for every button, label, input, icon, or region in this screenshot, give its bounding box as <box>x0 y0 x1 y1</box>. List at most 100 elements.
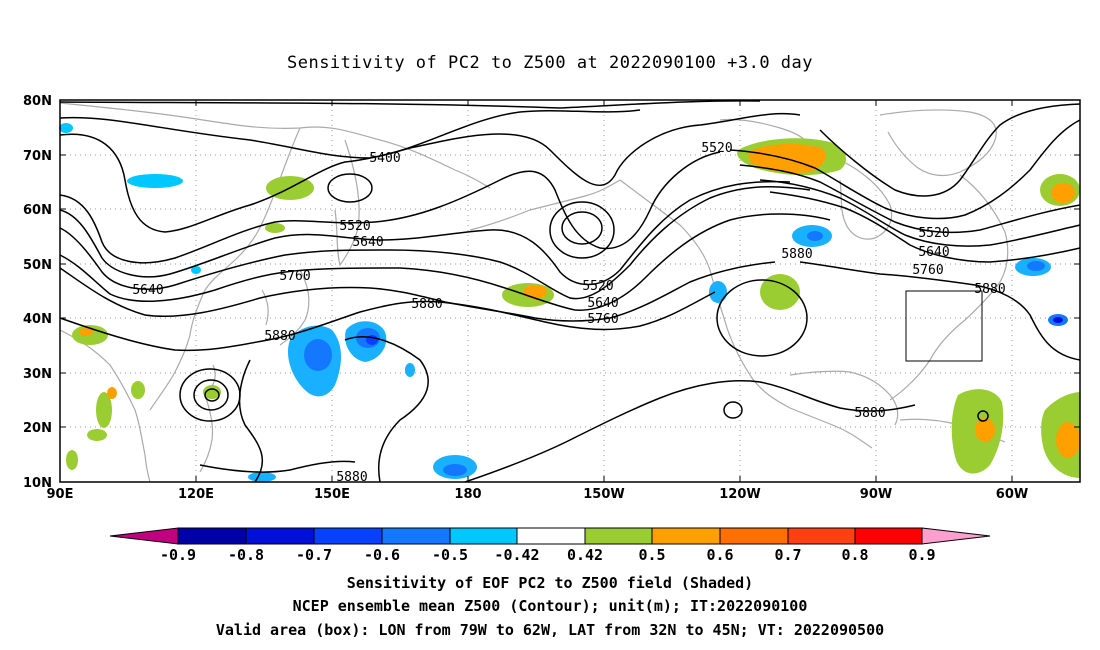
colorbar-max-arrow <box>921 527 991 545</box>
contour-label: 5760 <box>279 269 310 284</box>
shade-positive <box>523 285 547 299</box>
lon-label: 120E <box>178 487 214 502</box>
contour-label: 5640 <box>132 283 163 298</box>
caption-contour: NCEP ensemble mean Z500 (Contour); unit(… <box>293 597 808 615</box>
contour-label: 5880 <box>411 297 442 312</box>
coast-philippines <box>199 394 214 473</box>
lon-label: 60W <box>996 487 1028 502</box>
contour-label: 5520 <box>701 141 732 156</box>
contour-label: 5760 <box>587 312 618 327</box>
colorbar-swatch <box>584 527 653 545</box>
contour-label: 5880 <box>854 406 885 421</box>
colorbar-label: 0.6 <box>706 546 733 564</box>
shade-positive <box>760 274 800 310</box>
valid-area-box <box>905 290 983 362</box>
colorbar-label: 0.9 <box>908 546 935 564</box>
map-frame <box>59 99 1081 483</box>
shade-negative <box>1053 317 1063 323</box>
caption-shading: Sensitivity of EOF PC2 to Z500 field (Sh… <box>347 574 753 592</box>
contour-line <box>769 191 1081 263</box>
contour-closed-low <box>549 201 615 259</box>
contour-label: 5640 <box>918 245 949 260</box>
shade-negative <box>405 363 415 377</box>
colorbar-swatch <box>449 527 518 545</box>
lon-label: 150E <box>314 487 350 502</box>
colorbar-label: -0.5 <box>432 546 468 564</box>
colorbar-swatch <box>245 527 315 545</box>
shade-positive <box>79 328 93 336</box>
lon-label: 90E <box>47 487 74 502</box>
shade-negative <box>1027 261 1045 271</box>
coast-korea <box>261 289 269 326</box>
shade-positive <box>1051 183 1075 203</box>
contour-label: 5520 <box>918 226 949 241</box>
colorbar-swatch <box>787 527 856 545</box>
contour-label: 5520 <box>582 279 613 294</box>
colorbar-label: -0.7 <box>296 546 332 564</box>
contour-closed-high <box>723 401 743 419</box>
contour-closed-high <box>204 388 220 402</box>
caption-valid-area: Valid area (box): LON from 79W to 62W, L… <box>216 621 884 639</box>
contour-line <box>59 151 721 264</box>
sensitivity-shading <box>59 123 1080 482</box>
shade-negative <box>807 231 823 241</box>
lon-label: 180 <box>454 487 481 502</box>
lat-label: 40N <box>23 312 52 327</box>
shade-negative <box>127 174 183 188</box>
contour-label-group: 5400 5520 5640 5640 5760 5880 5880 5520 … <box>132 141 1005 485</box>
figure-title: Sensitivity of PC2 to Z500 at 2022090100… <box>287 53 813 73</box>
colorbar-label: 0.5 <box>638 546 665 564</box>
lat-label: 80N <box>23 94 52 109</box>
shade-negative <box>191 266 201 274</box>
contour-label: 5760 <box>912 263 943 278</box>
z500-contours <box>59 100 1081 483</box>
shade-negative <box>304 339 332 371</box>
shade-negative <box>709 281 727 303</box>
contour-line <box>819 103 1081 197</box>
shade-positive <box>265 223 285 233</box>
coast-greenland <box>879 109 997 177</box>
lon-label: 90W <box>860 487 892 502</box>
contour-line <box>59 185 811 300</box>
caption-block: Sensitivity of EOF PC2 to Z500 field (Sh… <box>216 574 884 639</box>
contour-closed-high <box>193 379 229 411</box>
coast-north-america-east <box>889 174 1009 401</box>
coast-gulf-of-mexico <box>789 370 899 426</box>
lon-label: 150W <box>583 487 624 502</box>
contour-line <box>729 119 1081 220</box>
contour-label: 5520 <box>339 219 370 234</box>
shade-negative <box>59 123 73 133</box>
coast-southeast-asia <box>59 329 151 483</box>
longitude-labels: 90E 120E 150E 180 150W 120W 90W 60W <box>47 487 1029 502</box>
shade-positive <box>107 387 117 399</box>
shade-positive <box>203 385 221 399</box>
colorbar-swatch <box>854 527 923 545</box>
contour-line <box>464 380 916 483</box>
colorbar-label: 0.7 <box>774 546 801 564</box>
lat-label: 10N <box>23 476 52 491</box>
colorbar-label: -0.6 <box>364 546 400 564</box>
contour-closed-low <box>327 173 373 203</box>
shade-positive <box>131 381 145 399</box>
contour-line <box>59 213 831 311</box>
lat-label: 20N <box>23 421 52 436</box>
colorbar-label: -0.42 <box>494 546 539 564</box>
colorbar-min-arrow <box>109 527 179 545</box>
coast-alaska <box>469 179 621 231</box>
colorbar-swatch <box>313 527 383 545</box>
contour-label: 5640 <box>352 235 383 250</box>
latitude-labels: 80N 70N 60N 50N 40N 30N 20N 10N <box>23 94 52 491</box>
contour-closed-high <box>716 279 808 357</box>
coast-siberia <box>59 102 491 189</box>
coast-north-america-west <box>619 179 873 449</box>
contour-label: 5880 <box>264 329 295 344</box>
contour-line <box>199 460 356 473</box>
colorbar-label: 0.8 <box>841 546 868 564</box>
coastlines <box>59 102 1009 483</box>
colorbar-swatch <box>381 527 451 545</box>
coast-japan <box>279 269 310 346</box>
coast-east-asia <box>149 127 301 411</box>
colorbar-label: -0.8 <box>228 546 264 564</box>
coast-hudson-bay <box>839 159 893 240</box>
